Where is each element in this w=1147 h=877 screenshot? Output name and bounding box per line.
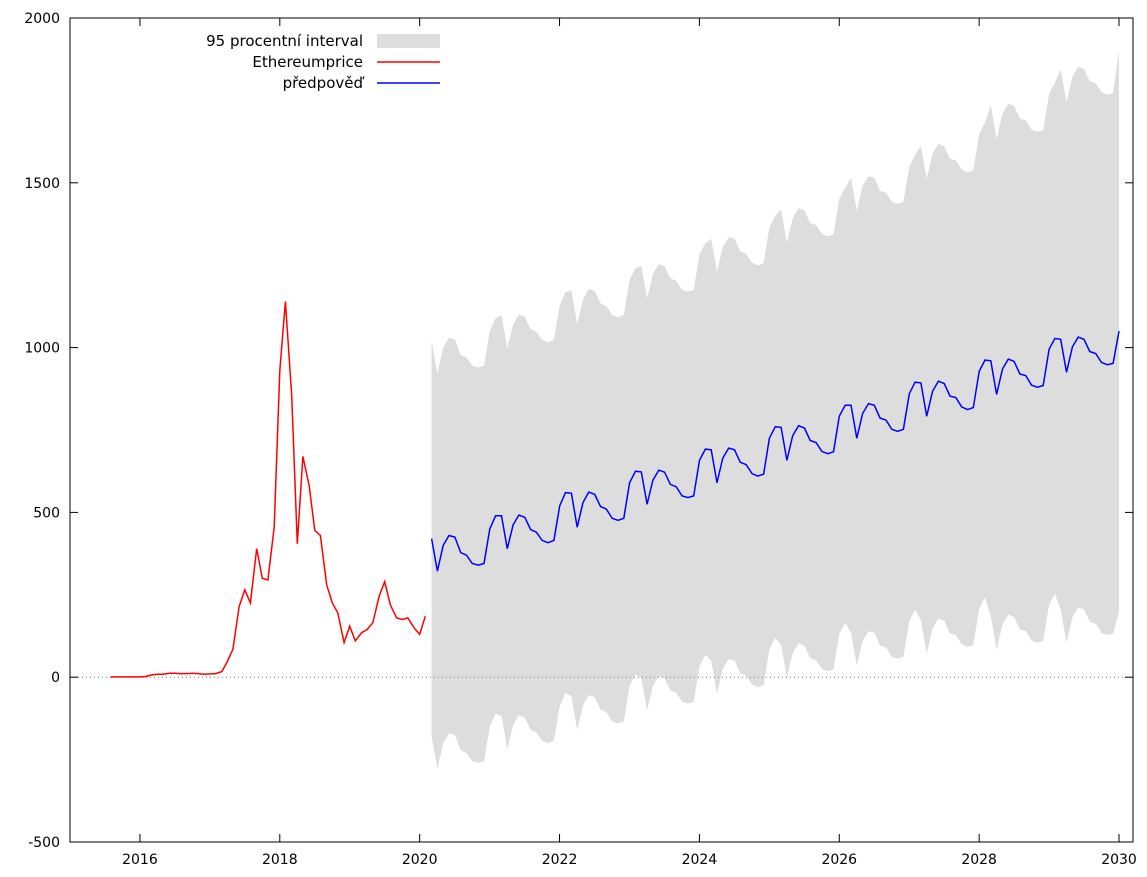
x-tick-label: 2026 [821, 852, 857, 868]
legend-swatch-band [377, 34, 440, 48]
y-tick-label: 1000 [24, 341, 60, 357]
x-tick-label: 2018 [262, 852, 298, 868]
x-tick-label: 2030 [1101, 852, 1137, 868]
series-layer [110, 301, 1120, 678]
y-tick-label: 0 [51, 670, 60, 686]
legend-label: 95 procentní interval [206, 32, 363, 50]
x-tick-label: 2020 [402, 852, 438, 868]
y-tick-label: 1500 [24, 176, 60, 192]
legend-label: předpověď [283, 74, 365, 92]
series-line-ethereumprice [110, 301, 427, 678]
y-axis: -500 0 500 1000 1500 2000 [24, 11, 1133, 851]
y-tick-label: 500 [33, 505, 60, 521]
x-tick-label: 2016 [122, 852, 158, 868]
series-line-p-edpov [430, 330, 1120, 572]
y-tick-label: -500 [28, 835, 60, 851]
x-tick-label: 2022 [542, 852, 578, 868]
plot-frame [69, 17, 1134, 843]
confidence-band-layer [431, 51, 1120, 769]
confidence-band [431, 51, 1120, 769]
y-tick-label: 2000 [24, 11, 60, 27]
x-tick-label: 2024 [682, 852, 718, 868]
x-axis: 2016 2018 2020 2022 2024 2026 2028 2030 [122, 18, 1137, 868]
legend-label: Ethereumprice [252, 53, 363, 71]
legend: 95 procentní interval Ethereumprice předpo… [206, 32, 440, 92]
x-tick-label: 2028 [961, 852, 997, 868]
